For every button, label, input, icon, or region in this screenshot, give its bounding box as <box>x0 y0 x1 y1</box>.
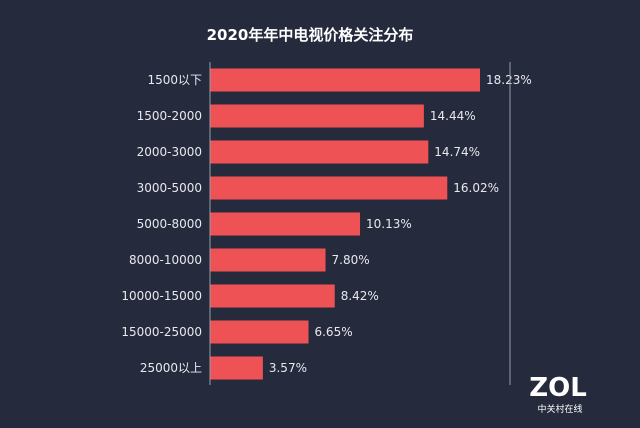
category-label: 2000-3000 <box>137 145 202 159</box>
bar <box>210 284 335 308</box>
value-label: 7.80% <box>332 253 370 267</box>
value-label: 6.65% <box>314 325 352 339</box>
value-label: 14.44% <box>430 109 476 123</box>
logo-sub-text: 中关村在线 <box>537 403 582 415</box>
value-label: 3.57% <box>269 361 307 375</box>
value-label: 16.02% <box>453 181 499 195</box>
category-label: 15000-25000 <box>121 325 202 339</box>
bar <box>210 320 309 344</box>
bar <box>210 356 263 380</box>
bar <box>210 140 429 164</box>
bar <box>210 104 424 128</box>
category-label: 8000-10000 <box>129 253 202 267</box>
value-label: 14.74% <box>434 145 480 159</box>
bar <box>210 212 361 236</box>
zol-logo: ZOL 中关村在线 <box>529 373 587 415</box>
category-label: 5000-8000 <box>137 217 202 231</box>
value-label: 10.13% <box>366 217 412 231</box>
category-label: 10000-15000 <box>121 289 202 303</box>
logo-main-text: ZOL <box>529 373 587 403</box>
bar <box>210 248 326 272</box>
category-label: 1500以下 <box>147 73 202 87</box>
bars-group: 1500以下 18.23% 1500-2000 14.44% 2000-3000 14.7… <box>121 68 532 380</box>
bar <box>210 176 448 200</box>
value-label: 18.23% <box>486 73 532 87</box>
chart-title: 2020年年中电视价格关注分布 <box>207 26 414 44</box>
bar <box>210 68 480 92</box>
value-label: 8.42% <box>341 289 379 303</box>
category-label: 3000-5000 <box>137 181 202 195</box>
category-label: 25000以上 <box>140 361 202 375</box>
category-label: 1500-2000 <box>137 109 202 123</box>
